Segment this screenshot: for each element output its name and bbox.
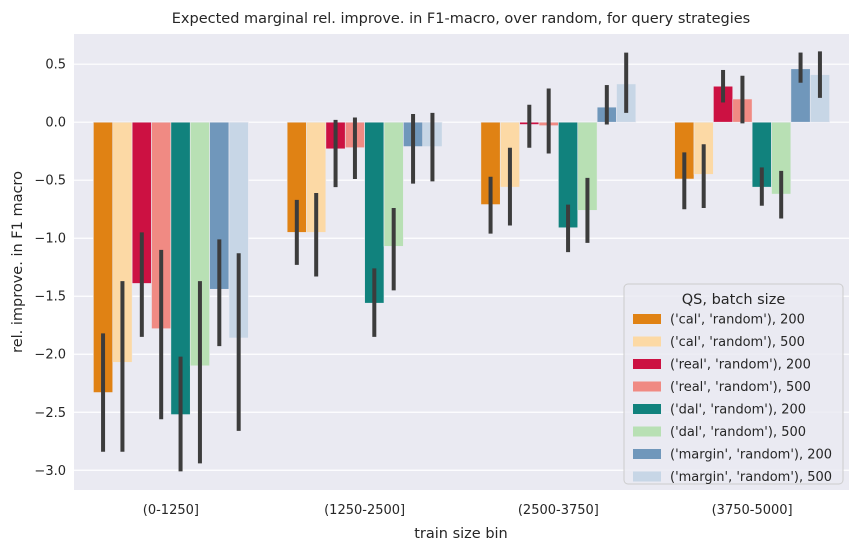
x-tick-labels: (0-1250] (1250-2500] (2500-3750] (3750-5000… — [143, 503, 793, 518]
y-tick-label: 0.5 — [45, 58, 66, 73]
x-tick-label: (3750-5000] — [712, 503, 793, 518]
legend-items: ('cal', 'random'), 200 ('cal', 'random'),… — [633, 313, 832, 485]
y-tick-label: −1.0 — [34, 232, 66, 247]
legend-entry: ('dal', 'random'), 200 — [670, 403, 806, 418]
y-tick-label: −2.0 — [34, 348, 66, 363]
legend: QS, batch size ('cal', 'random'), 200('c… — [623, 283, 844, 485]
y-tick-label: −3.0 — [34, 464, 66, 479]
chart-title: Expected marginal rel. improve. in F1-ma… — [172, 11, 750, 27]
legend-entry: ('real', 'random'), 500 — [670, 380, 811, 395]
legend-entry: ('margin', 'random'), 500 — [670, 470, 832, 485]
error-bars — [101, 51, 822, 472]
x-axis-label: train size bin — [414, 526, 508, 542]
legend-swatch — [633, 449, 661, 459]
y-tick-label: −0.5 — [34, 174, 66, 189]
legend-swatch — [633, 426, 661, 437]
y-tick-labels: 0.5 0.0 −0.5 −1.0 −1.5 −2.0 −2.5 −3.0 — [34, 58, 66, 479]
legend-swatch — [633, 404, 661, 414]
legend-swatch — [633, 314, 661, 324]
y-tick-label: −1.5 — [34, 290, 66, 305]
legend-entry: ('real', 'random'), 200 — [670, 358, 811, 373]
legend-swatch — [633, 336, 661, 347]
legend-swatch — [633, 359, 661, 369]
legend-entry: ('cal', 'random'), 200 — [670, 313, 805, 328]
y-tick-label: 0.0 — [45, 116, 66, 131]
legend-title: QS, batch size — [682, 292, 786, 308]
y-tick-label: −2.5 — [34, 406, 66, 421]
x-tick-label: (0-1250] — [143, 503, 199, 518]
legend-box — [623, 283, 844, 485]
legend-entry: ('dal', 'random'), 500 — [670, 425, 806, 440]
legend-swatch — [633, 381, 661, 392]
legend-swatch — [633, 471, 661, 482]
legend-entry: ('cal', 'random'), 500 — [670, 335, 805, 350]
x-tick-label: (2500-3750] — [518, 503, 599, 518]
legend-entry: ('margin', 'random'), 200 — [670, 448, 832, 463]
y-axis-label: rel. improve. in F1 macro — [10, 171, 26, 353]
x-tick-label: (1250-2500] — [324, 503, 405, 518]
